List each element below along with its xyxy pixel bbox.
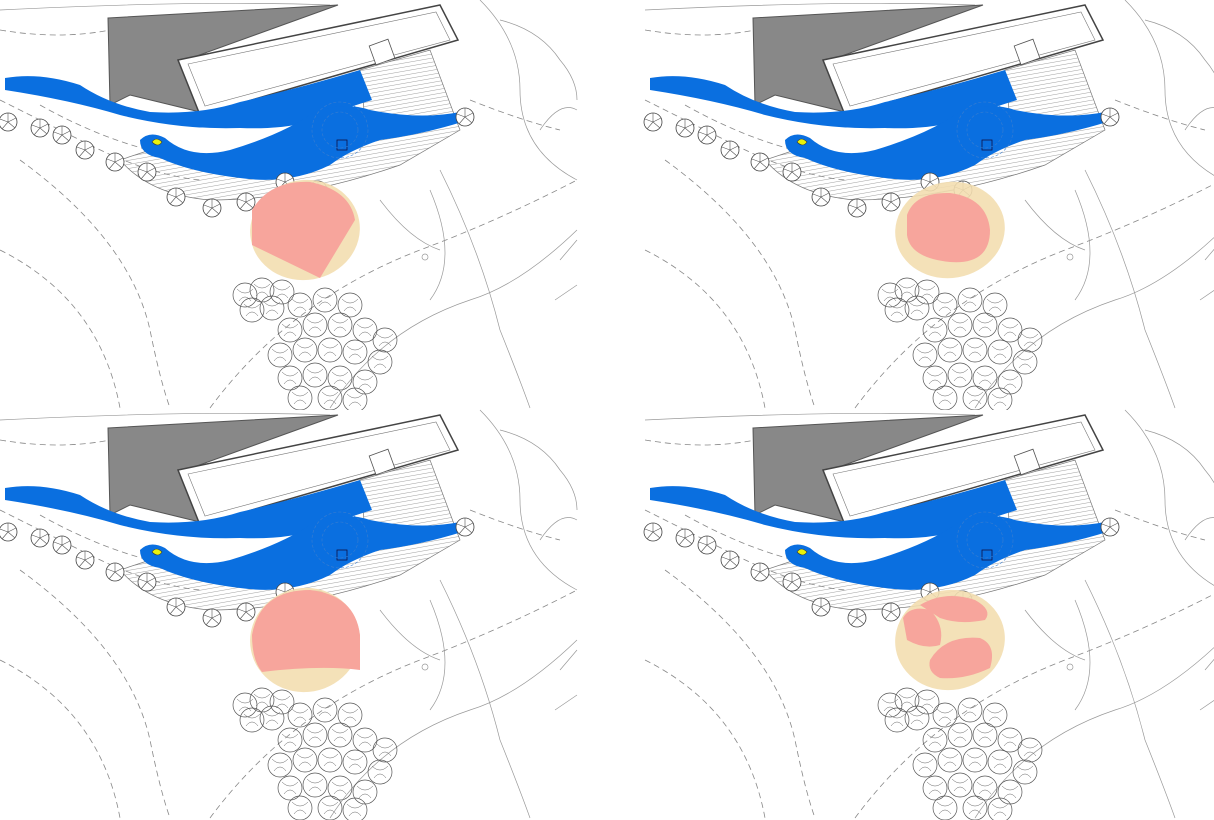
panel-top-left (0, 0, 577, 412)
panel-bottom-right (644, 410, 1214, 820)
panel-bottom-left (0, 410, 577, 820)
panel-top-right (644, 0, 1214, 412)
